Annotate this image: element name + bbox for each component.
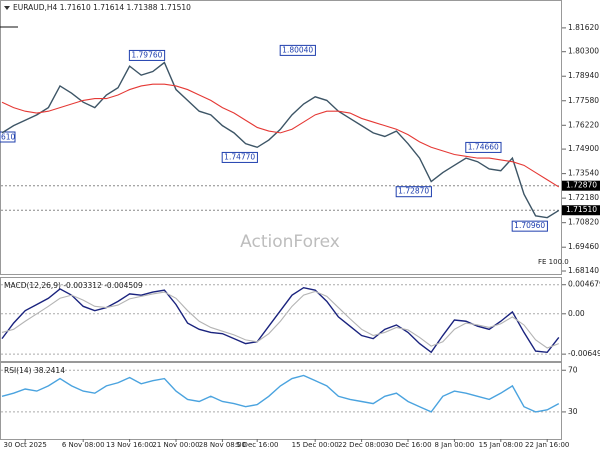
x-tick-label: 15 Dec 00:00 (292, 441, 339, 449)
annotation-label: 1.70960 (514, 221, 545, 230)
x-tick-label: 30 Dec 16:00 (384, 441, 431, 449)
x-tick-label: 8 Jan 00:00 (434, 441, 474, 449)
y-tick-label: 1.68140 (568, 266, 599, 275)
series-line (1, 374, 560, 413)
annotation-box (465, 141, 502, 153)
annotation-box (279, 44, 316, 56)
y-tick-label: 70 (568, 365, 578, 374)
level-label: 1.71510 (566, 205, 597, 214)
annotation-label: 1.72870 (398, 187, 429, 196)
x-tick-label: 21 Nov 00:00 (152, 441, 199, 449)
edge-label-box (0, 131, 16, 143)
y-tick-label: 1.78940 (568, 71, 599, 80)
footnote: FE 100.0 (538, 258, 569, 266)
x-tick-label: 13 Nov 16:00 (106, 441, 153, 449)
y-tick-label: 0.004679 (568, 280, 600, 289)
x-tick-label: 15 Jan 08:00 (479, 441, 523, 449)
panel-title: MACD(12,26,9) -0.003312 -0.004509 (4, 281, 143, 290)
x-tick-label: 6 Nov 08:00 (62, 441, 105, 449)
annotation-box (395, 186, 432, 198)
annotation-label: 1.80040 (282, 45, 313, 54)
series-line (1, 61, 560, 219)
y-tick-label: 1.76220 (568, 120, 599, 129)
y-tick-label: 1.74900 (568, 144, 599, 153)
x-tick-label: 22 Jan 16:00 (525, 441, 569, 449)
x-tick-label: 22 Dec 08:00 (338, 441, 385, 449)
annotation-box (128, 49, 166, 61)
series-line (1, 83, 560, 188)
y-tick-label: 1.80300 (568, 47, 599, 56)
x-tick-label: 28 Nov 08:00 (199, 441, 246, 449)
annotation-label: 1.74770 (224, 152, 255, 161)
macd-panel (0, 277, 562, 362)
y-tick-label: 1.81620 (568, 23, 599, 32)
x-tick-label: 30 Oct 2025 (4, 441, 47, 449)
y-tick-label: -0.006496 (568, 349, 600, 358)
header: EURAUD,H4 1.71610 1.71614 1.71388 1.7151… (13, 3, 191, 12)
menu-icon (4, 6, 10, 10)
level-label: 1.72870 (566, 181, 597, 190)
panel-title: RSI(14) 38.2414 (4, 366, 65, 375)
y-tick-label: 1.73540 (568, 169, 599, 178)
x-tick-label: 5 Dec 16:00 (236, 441, 279, 449)
y-tick-label: 1.77580 (568, 96, 599, 105)
level-box (562, 205, 600, 216)
annotation-label: 1.79760 (131, 50, 162, 59)
y-tick-label: 1.70820 (568, 218, 599, 227)
y-tick-label: 1.69460 (568, 242, 599, 251)
y-tick-label: 1.72180 (568, 193, 599, 202)
annotation-box (511, 220, 548, 232)
annotation-box (221, 151, 258, 163)
watermark: ActionForex (240, 232, 340, 252)
series-line (1, 290, 559, 349)
series-line (1, 286, 560, 354)
edge-label: 610 (1, 133, 16, 142)
rsi-panel (0, 362, 562, 440)
annotation-label: 1.74660 (468, 142, 499, 151)
level-box (562, 180, 600, 191)
y-tick-label: 30 (568, 407, 578, 416)
y-tick-label: 0.00 (568, 309, 585, 318)
